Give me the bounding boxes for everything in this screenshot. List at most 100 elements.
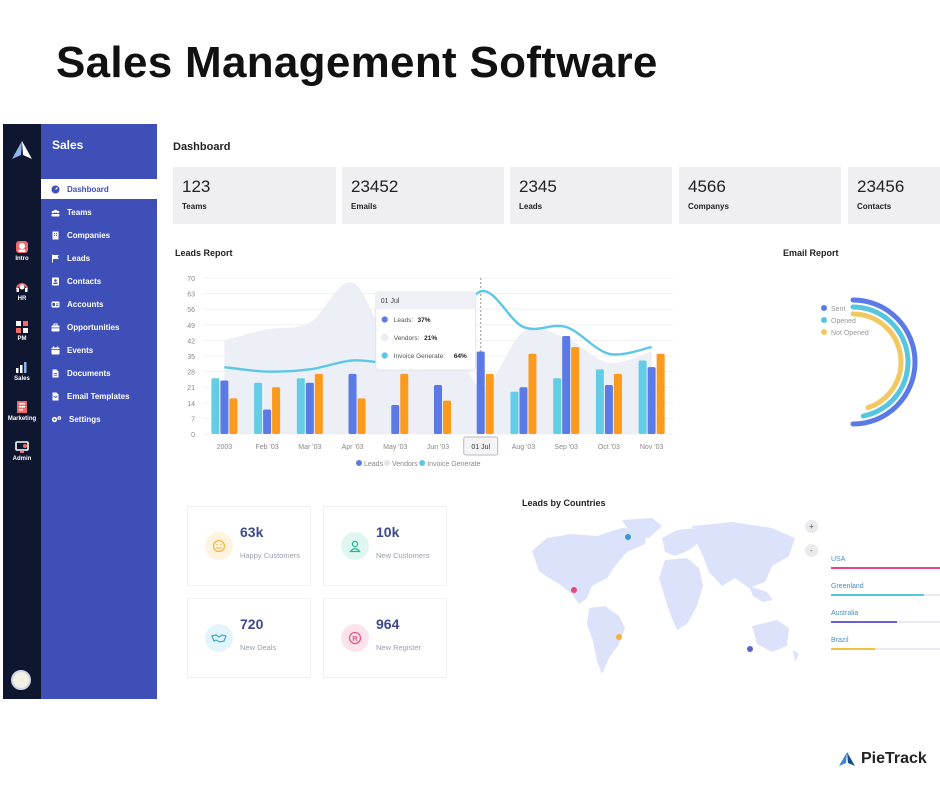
leads-report-chart[interactable]: 0 7 14 21 28 35 42 49 56 63 70 2003 Feb '03 Mar '03 Ap… (173, 274, 683, 474)
country-bar-fill (831, 621, 897, 623)
kpi-value: 63k (240, 524, 264, 540)
module-rail: Intro HR PM Sales Marketing Admin (3, 124, 41, 699)
country-bar-fill (831, 648, 875, 650)
email-arc-opened (850, 304, 911, 419)
smile-icon (212, 539, 226, 553)
nav-item-accounts[interactable]: Accounts (41, 294, 157, 314)
nav-item-contacts[interactable]: Contacts (41, 271, 157, 291)
rail-item-admin[interactable]: Admin (3, 440, 41, 462)
x-tick-label: Nov '03 (640, 444, 664, 451)
kpi-value: 10k (376, 524, 400, 540)
nav-item-teams[interactable]: Teams (41, 202, 157, 222)
nav-item-settings[interactable]: Settings (41, 409, 157, 429)
country-row-usa[interactable]: USA (831, 556, 940, 569)
tooltip-label: Leads: (394, 317, 414, 324)
legend-label: Leads (364, 461, 384, 468)
kpi-icon-circle (205, 624, 233, 652)
stat-value: 123 (182, 177, 211, 196)
country-row-greenland[interactable]: Greenland (831, 583, 940, 596)
bar-cyan-bars (595, 369, 604, 434)
stat-value: 23456 (857, 177, 905, 196)
rail-item-pm[interactable]: PM (3, 320, 41, 342)
pietrack-logo-icon (839, 752, 855, 766)
logo-icon[interactable] (11, 140, 33, 165)
stat-value: 4566 (688, 177, 726, 196)
page-headline: Sales Management Software (56, 38, 658, 87)
bar-orange-bars (613, 373, 622, 434)
marker-greenland[interactable] (625, 534, 631, 540)
user-avatar[interactable] (11, 670, 31, 690)
marker-australia[interactable] (747, 646, 753, 652)
tooltip-value: 21% (424, 335, 437, 342)
nav-item-dashboard[interactable]: Dashboard (41, 179, 157, 199)
calendar-icon (51, 345, 60, 354)
stat-label: Emails (351, 202, 377, 211)
stat-card-companys[interactable]: 4566 Companys (679, 167, 841, 224)
stat-card-contacts[interactable]: 23456 Contacts (848, 167, 940, 224)
stat-card-teams[interactable]: 123 Teams (173, 167, 336, 224)
email-legend-marker (821, 317, 827, 323)
zoom-out-button[interactable]: - (805, 544, 818, 557)
email-report-chart[interactable]: Sent Opened Not Opened (797, 296, 937, 446)
kpi-icon-circle (341, 532, 369, 560)
x-tick-label: Apr '03 (342, 444, 364, 451)
zoom-in-button[interactable]: + (805, 520, 818, 533)
dashboard-main: Dashboard 123 Teams 23452 Emails 2345 Le… (157, 124, 940, 699)
kpi-value: 720 (240, 616, 264, 632)
y-tick-label: 7 (191, 416, 195, 423)
nav-item-companies[interactable]: Companies (41, 225, 157, 245)
marker-brazil[interactable] (616, 634, 622, 640)
tooltip-marker (381, 334, 389, 341)
tooltip-header (375, 292, 476, 309)
country-bar-fill (831, 567, 940, 569)
kpi-value: 964 (376, 616, 400, 632)
kpi-card-new-register[interactable]: R 964 New Register (323, 598, 447, 678)
flag-icon (52, 254, 59, 262)
email-arc-not-opened (850, 311, 904, 411)
speedometer-icon (51, 185, 60, 193)
country-row-australia[interactable]: Australia (831, 610, 940, 623)
bar-cyan-bars (211, 378, 220, 434)
email-arc-sent (850, 297, 918, 427)
bar-leads (348, 373, 357, 434)
sidebar-title: Sales (52, 138, 84, 152)
nav-item-opportunities[interactable]: Opportunities (41, 317, 157, 337)
stat-card-emails[interactable]: 23452 Emails (342, 167, 504, 224)
headset-icon (16, 283, 28, 292)
nav-item-events[interactable]: Events (41, 340, 157, 360)
rail-item-intro[interactable]: Intro (3, 240, 41, 262)
bar-leads (647, 367, 656, 434)
nav-item-leads[interactable]: Leads (41, 248, 157, 268)
legend-marker (384, 460, 390, 466)
stat-label: Companys (688, 202, 729, 211)
x-tick-label: Jun '03 (427, 444, 449, 451)
rail-item-marketing[interactable]: Marketing (3, 400, 41, 422)
marker-usa[interactable] (571, 587, 577, 593)
tooltip-value: 64% (454, 353, 467, 360)
highlight-tick-box (463, 436, 499, 456)
x-tick-label: Sep '03 (554, 444, 578, 451)
x-tick-label: May '03 (383, 444, 407, 451)
kpi-card-happy-customers[interactable]: 63k Happy Customers (187, 506, 311, 586)
tooltip-marker (381, 316, 389, 323)
bar-leads (519, 387, 528, 434)
bar-orange-bars (571, 347, 580, 434)
x-tick-label: Oct '03 (598, 444, 620, 451)
nav-item-email-templates[interactable]: Email Templates (41, 386, 157, 406)
handshake-icon (211, 634, 227, 643)
bar-leads (391, 405, 400, 434)
tooltip-value: 37% (418, 317, 431, 324)
country-name: Australia (831, 610, 859, 617)
nav-item-documents[interactable]: Documents (41, 363, 157, 383)
kpi-card-new-customers[interactable]: 10k New Customers (323, 506, 447, 586)
legend-marker (419, 460, 426, 466)
rail-item-hr[interactable]: HR (3, 280, 41, 302)
country-row-brazil[interactable]: Brazil (831, 637, 940, 650)
stat-value: 2345 (519, 177, 557, 196)
bar-leads (562, 335, 571, 434)
stat-card-leads[interactable]: 2345 Leads (510, 167, 672, 224)
y-tick-label: 49 (187, 323, 195, 330)
world-map[interactable] (527, 516, 807, 691)
kpi-card-new-deals[interactable]: 720 New Deals (187, 598, 311, 678)
rail-item-sales[interactable]: Sales (3, 360, 41, 382)
